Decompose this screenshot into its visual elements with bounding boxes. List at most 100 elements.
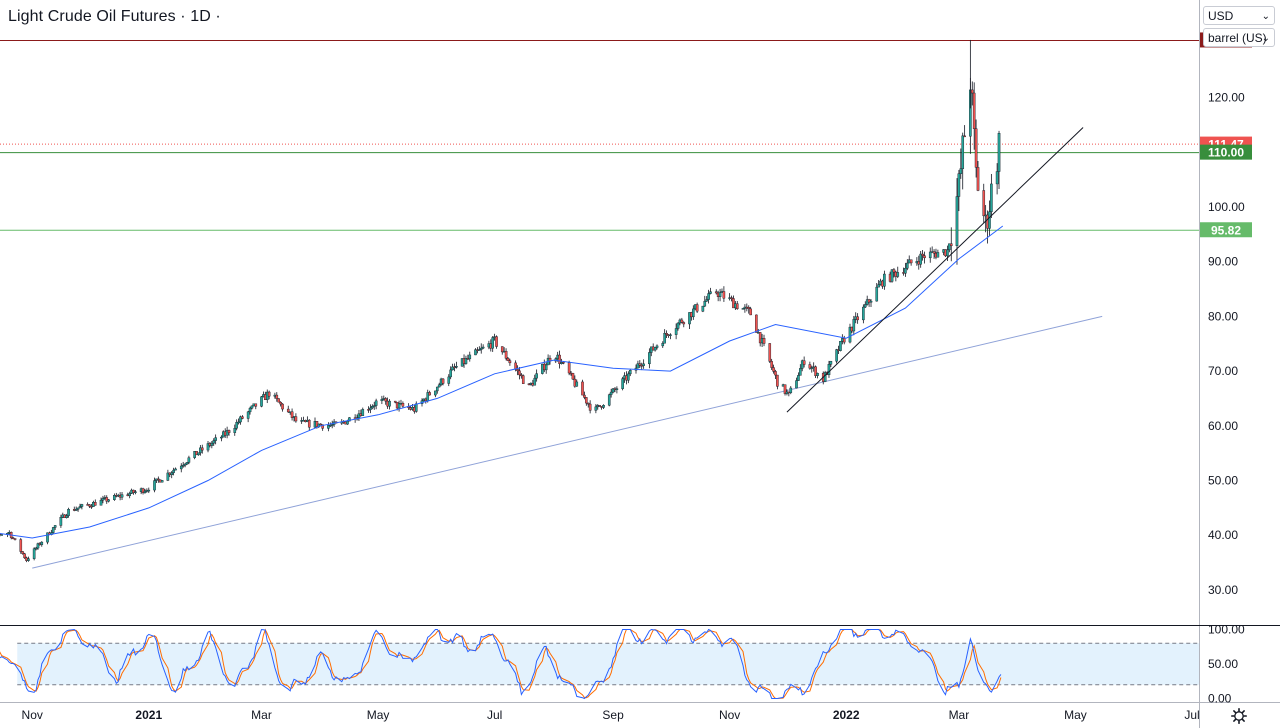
support-price-tag-bg — [1200, 222, 1252, 238]
candle-up — [948, 243, 951, 251]
candle-down — [508, 360, 512, 364]
candle-down — [921, 253, 924, 256]
candle-down — [500, 346, 504, 353]
candle-down — [923, 255, 926, 259]
candle-up — [946, 249, 949, 257]
candle-up — [397, 403, 401, 409]
candle-up — [869, 300, 873, 303]
x-tick-label: Jul — [1184, 708, 1199, 722]
candle-up — [615, 388, 619, 390]
x-tick-label: May — [1064, 708, 1087, 722]
candle-up — [481, 346, 485, 349]
candle-up — [648, 352, 651, 365]
candle-up — [371, 406, 374, 409]
candle-up — [709, 291, 712, 294]
candle-up — [990, 183, 993, 212]
candle-up — [611, 388, 615, 393]
candle-up — [535, 373, 538, 379]
y-tick-label: 120.00 — [1208, 90, 1245, 104]
candle-up — [789, 387, 793, 393]
candle-up — [327, 425, 330, 429]
candle-up — [160, 480, 164, 483]
unit-select[interactable]: barrel (US) ⌄ — [1203, 28, 1275, 47]
candle-up — [372, 405, 376, 407]
candle-up — [661, 343, 665, 347]
candle-up — [669, 334, 672, 336]
candle-up — [707, 293, 710, 300]
candle-up — [995, 171, 999, 185]
candle-up — [206, 443, 210, 451]
candle-down — [758, 332, 762, 344]
candle-up — [797, 375, 800, 381]
candle-up — [455, 366, 458, 368]
candle-down — [749, 308, 752, 316]
currency-select[interactable]: USD ⌄ — [1203, 6, 1275, 25]
candle-down — [909, 259, 913, 264]
candle-down — [783, 384, 787, 394]
candle-up — [65, 515, 68, 519]
candle-up — [170, 472, 174, 475]
x-tick-label: 2022 — [833, 708, 860, 722]
stoch-d-line — [0, 628, 1002, 699]
candle-up — [361, 409, 365, 416]
candle-up — [928, 251, 932, 259]
candle-down — [279, 401, 282, 405]
candle-up — [877, 284, 880, 288]
y-tick-label: 40.00 — [1208, 528, 1238, 542]
candle-down — [401, 403, 405, 407]
candle-down — [772, 367, 775, 372]
candle-down — [770, 361, 773, 368]
candle-down — [227, 430, 231, 433]
candle-down — [768, 343, 772, 362]
candle-up — [187, 457, 191, 463]
candle-down — [802, 360, 806, 365]
gear-icon[interactable] — [1231, 708, 1247, 724]
candle-up — [906, 262, 909, 269]
candle-up — [447, 376, 451, 384]
chevron-down-icon: ⌄ — [1261, 11, 1270, 22]
candle-up — [875, 286, 879, 302]
candle-down — [518, 370, 521, 376]
candle-down — [506, 358, 510, 361]
candle-up — [449, 369, 452, 378]
candle-up — [235, 422, 238, 429]
candle-up — [210, 442, 214, 446]
candle-up — [346, 420, 349, 425]
candle-down — [581, 381, 584, 396]
candle-up — [67, 509, 70, 516]
y-tick-label: 50.00 — [1208, 474, 1238, 488]
candle-down — [277, 398, 281, 403]
candle-up — [594, 406, 598, 411]
candle-down — [774, 371, 777, 376]
candle-up — [181, 464, 185, 467]
candle-down — [428, 392, 431, 396]
candle-up — [839, 341, 842, 351]
candle-up — [40, 541, 44, 545]
candle-down — [21, 551, 24, 554]
candle-down — [384, 398, 388, 402]
candles-group — [0, 77, 1001, 563]
candle-up — [330, 424, 334, 426]
stoch-k-line — [0, 628, 1002, 700]
candle-up — [185, 462, 189, 465]
candle-up — [890, 269, 894, 282]
price-scale-controls: USD ⌄ barrel (US) ⌄ — [1203, 6, 1275, 50]
x-tick-label: Sep — [602, 708, 624, 722]
candle-down — [88, 504, 91, 507]
candle-up — [197, 452, 200, 456]
candle-up — [74, 508, 78, 511]
candle-up — [214, 437, 217, 441]
y-tick-label: 60.00 — [1208, 419, 1238, 433]
candle-up — [107, 499, 110, 502]
candle-down — [974, 128, 978, 168]
candle-up — [904, 267, 907, 274]
candle-down — [588, 403, 592, 411]
candle-up — [34, 547, 38, 550]
candle-up — [703, 300, 707, 307]
candle-up — [434, 390, 437, 396]
candle-up — [147, 489, 151, 492]
candle-down — [93, 502, 97, 506]
candle-up — [848, 326, 852, 343]
candle-up — [636, 363, 640, 369]
